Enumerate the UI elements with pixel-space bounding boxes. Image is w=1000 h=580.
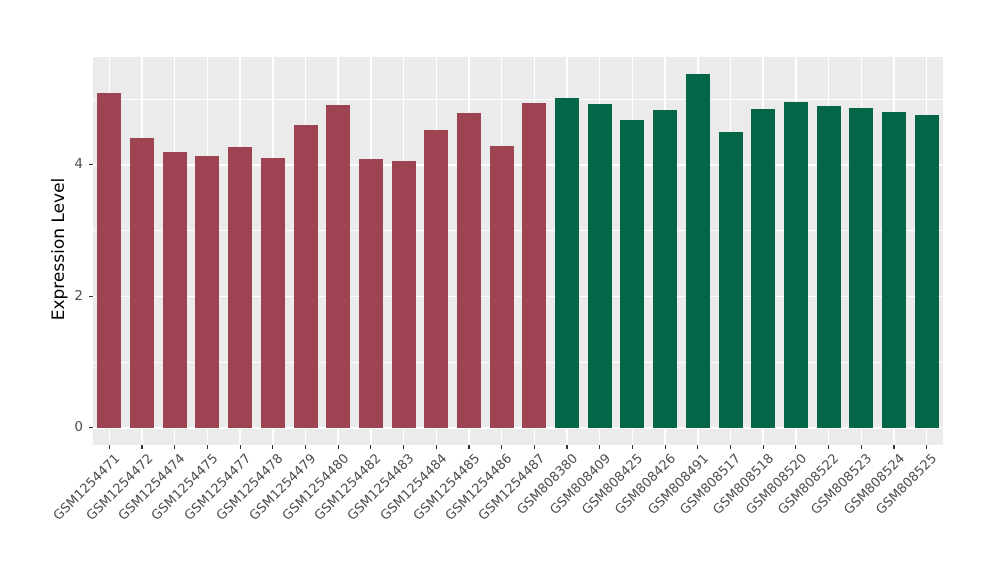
bar-GSM1254485 [456,112,481,428]
x-tick-GSM808491 [697,445,699,449]
gridline-minor-y3 [93,230,943,232]
x-tick-GSM1254471 [108,445,110,449]
bar-GSM808523 [849,107,874,428]
gridline-major-y2 [93,295,943,298]
x-tick-GSM808520 [795,445,797,449]
gridline-major-y0 [93,427,943,429]
bar-GSM808525 [914,114,939,428]
x-tick-GSM1254475 [206,445,208,449]
y-tick-2 [89,295,93,297]
bar-GSM1254487 [522,103,547,428]
x-tick-GSM1254472 [141,445,143,449]
bar-GSM1254482 [358,158,383,428]
plot-panel [93,57,943,445]
x-tick-GSM808522 [827,445,830,449]
bar-GSM1254480 [326,105,351,428]
bar-GSM1254477 [228,147,253,428]
y-axis-title: Expression Level [49,177,69,321]
bar-GSM808409 [587,104,612,428]
bar-GSM1254486 [489,145,514,428]
x-tick-GSM1254478 [272,445,274,449]
bar-GSM808425 [620,120,645,428]
x-tick-GSM1254485 [468,445,470,449]
gridline-minor-y1 [93,361,943,363]
x-tick-GSM808525 [926,445,928,449]
x-tick-GSM1254486 [501,445,503,449]
x-tick-GSM808517 [729,445,732,449]
x-tick-GSM808518 [762,445,764,449]
x-tick-GSM1254480 [337,445,339,449]
x-tick-GSM1254487 [533,445,535,449]
gridline-minor-y5 [93,98,943,100]
bar-GSM808518 [751,108,776,428]
x-tick-GSM808425 [631,445,633,449]
x-tick-GSM1254477 [239,445,241,449]
x-tick-GSM808524 [893,445,895,449]
x-tick-GSM1254483 [402,445,405,449]
bar-GSM808522 [816,105,841,428]
x-tick-GSM808380 [566,445,568,449]
x-tick-GSM1254484 [435,445,437,449]
x-tick-GSM1254482 [370,445,372,449]
bar-GSM1254479 [293,125,318,428]
bar-GSM1254475 [195,155,220,428]
bar-GSM808426 [653,109,678,428]
y-tick-label-2: 2 [74,287,83,304]
bar-GSM808380 [555,97,580,428]
x-tick-GSM808426 [664,445,666,449]
bar-GSM808524 [881,111,906,428]
y-tick-4 [89,164,93,166]
y-tick-0 [89,427,93,429]
gridline-major-y4 [93,164,943,166]
bar-GSM1254472 [130,137,155,428]
bar-GSM1254483 [391,160,416,428]
bar-GSM808491 [685,74,710,428]
y-tick-label-4: 4 [74,156,83,173]
x-tick-GSM808523 [860,445,862,449]
x-tick-GSM1254474 [174,445,176,449]
bar-GSM808520 [783,101,808,428]
bar-GSM1254478 [260,158,285,428]
bar-GSM808517 [718,131,743,428]
bar-GSM1254474 [162,151,187,428]
y-tick-label-0: 0 [74,419,83,436]
x-tick-GSM808409 [599,445,601,449]
x-tick-GSM1254479 [304,445,307,449]
bar-GSM1254471 [97,92,122,428]
bar-GSM1254484 [424,129,449,428]
